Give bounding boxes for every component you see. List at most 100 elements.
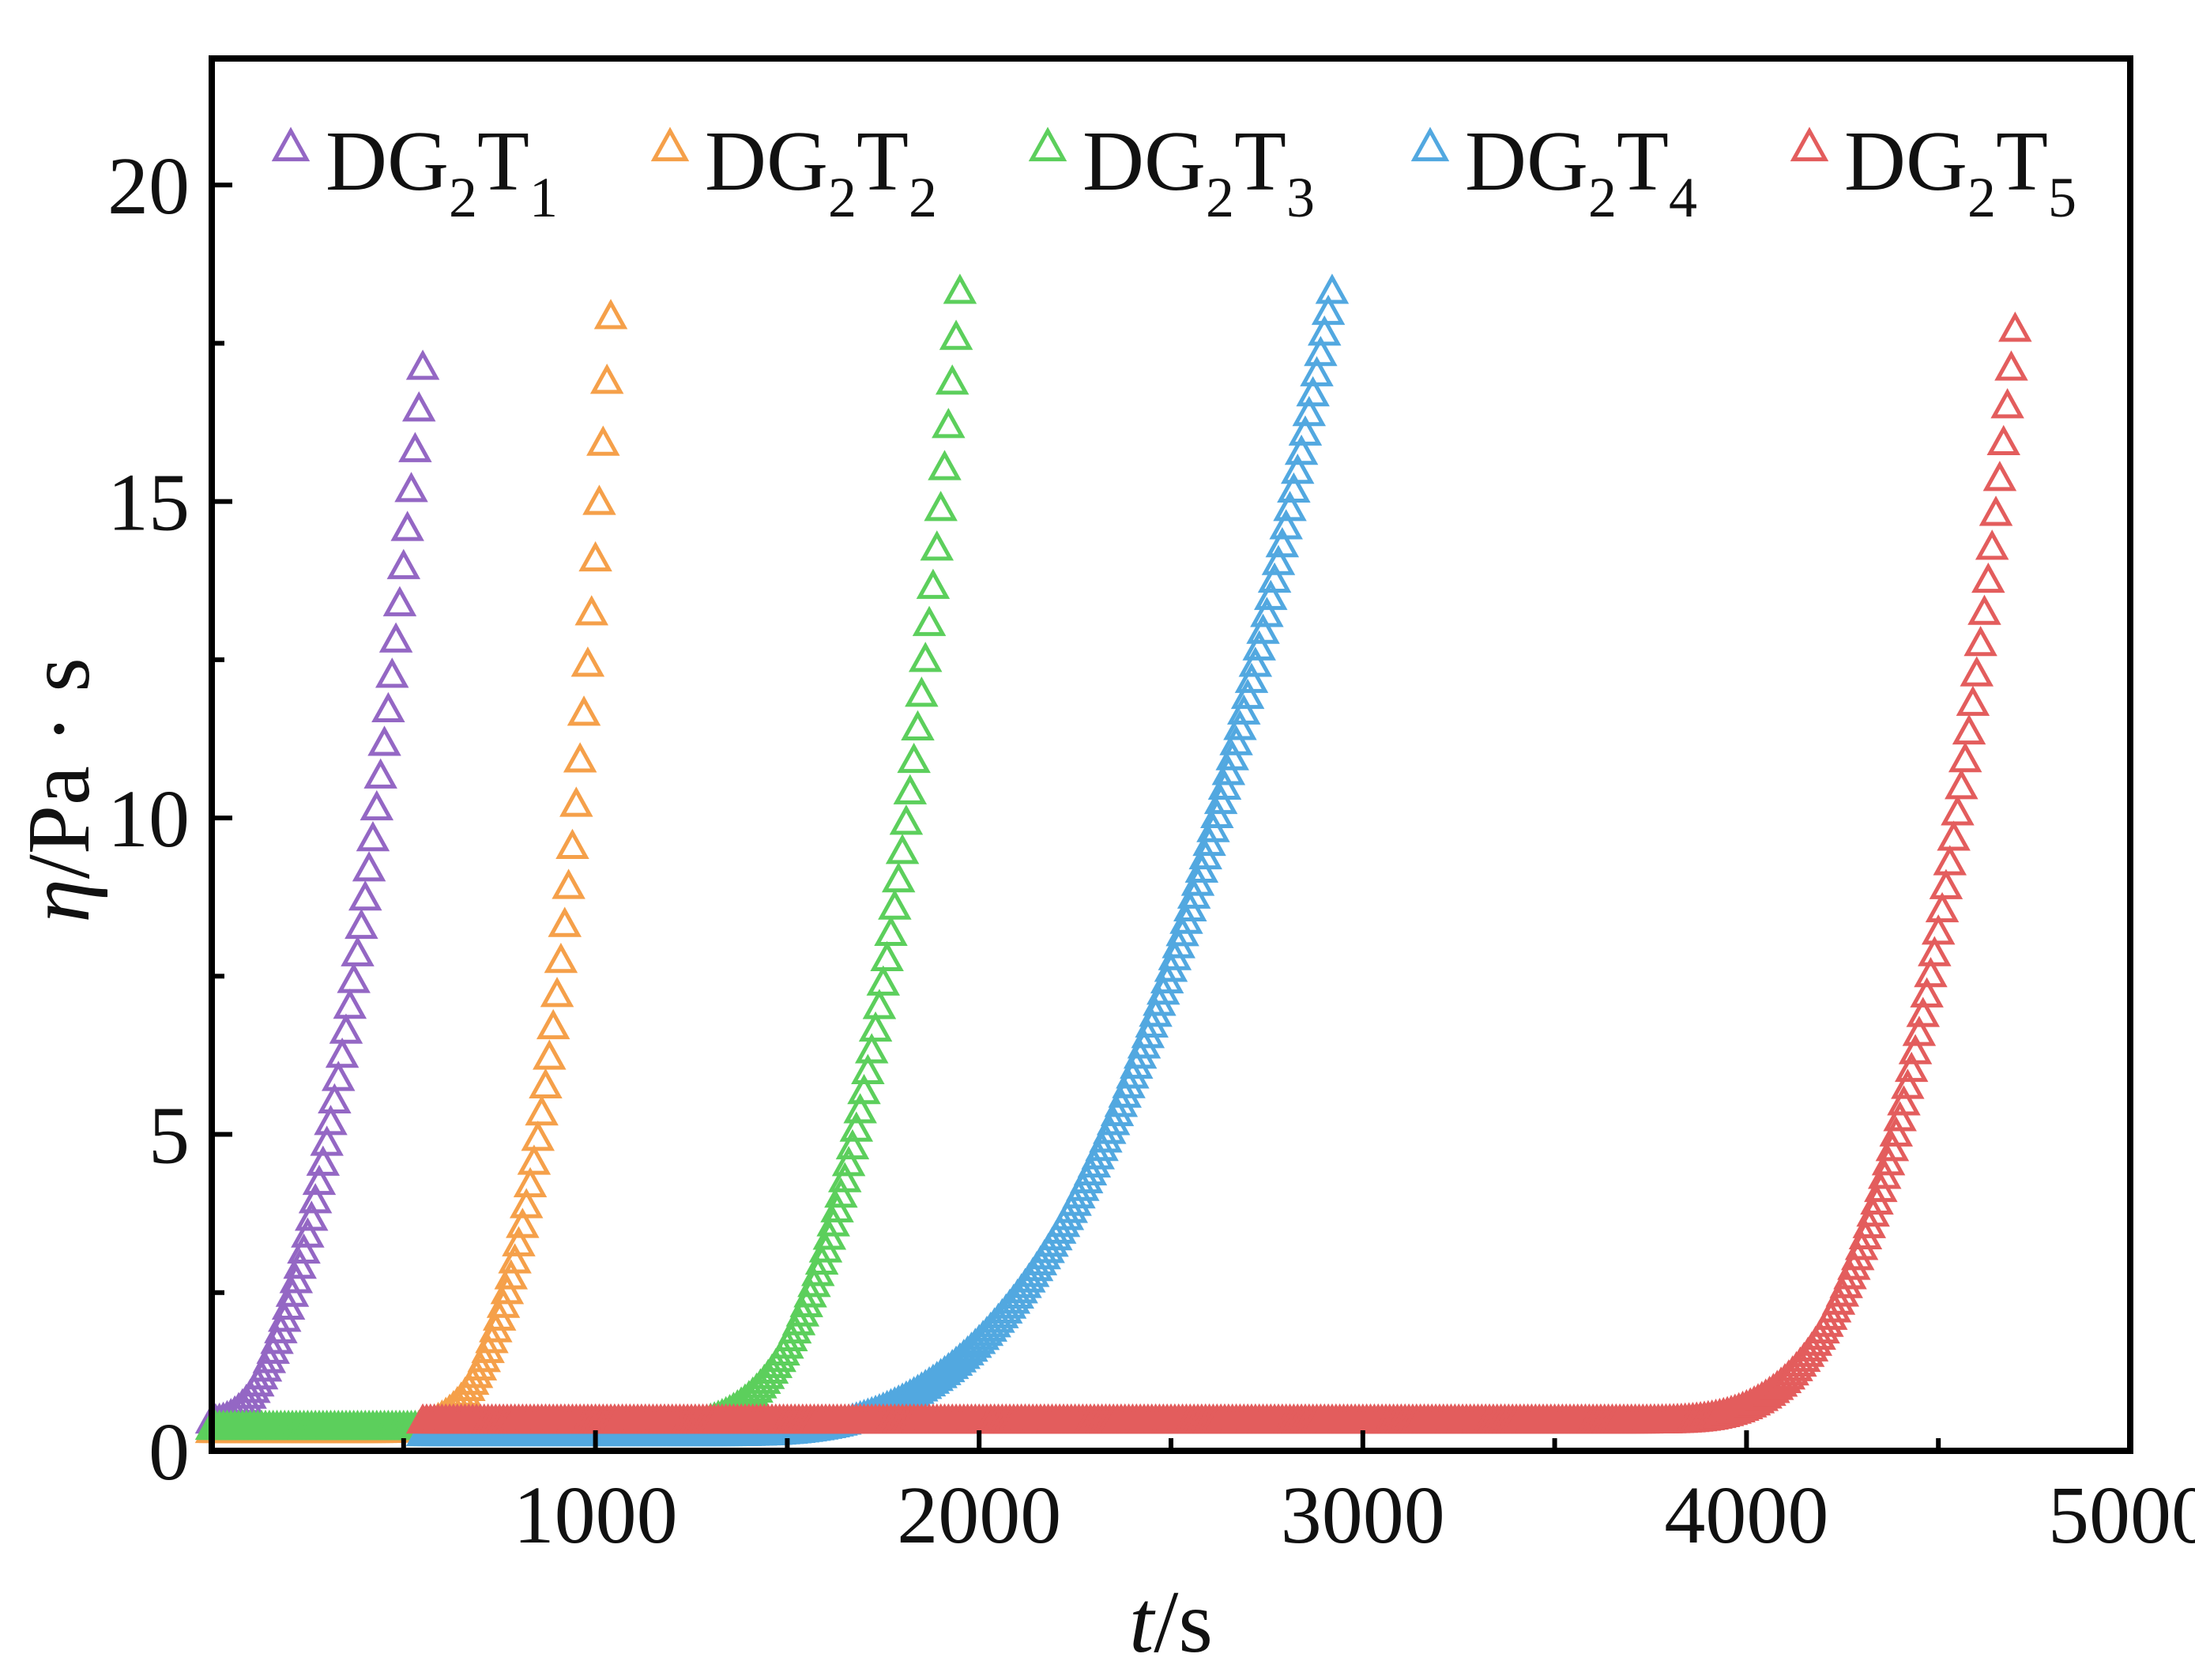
- data-point: [1918, 936, 1952, 966]
- data-point: [1211, 755, 1246, 785]
- data-point: [1284, 434, 1319, 465]
- series-DG2T5: [405, 311, 2032, 1434]
- data-point: [329, 1013, 363, 1044]
- data-point: [1311, 294, 1346, 326]
- data-point: [494, 1259, 529, 1290]
- x-tick-label: 5000: [2048, 1470, 2195, 1561]
- data-point: [1238, 646, 1273, 677]
- data-point: [1894, 1051, 1929, 1083]
- data-point: [548, 906, 582, 937]
- data-point: [371, 691, 405, 723]
- data-point: [1234, 662, 1269, 693]
- data-point: [1875, 1131, 1910, 1162]
- data-point: [1998, 311, 2032, 342]
- data-point: [321, 1060, 356, 1091]
- data-point: [851, 1053, 885, 1084]
- data-point: [935, 364, 969, 395]
- data-point: [1921, 914, 1956, 945]
- data-point: [870, 940, 904, 972]
- data-point: [552, 868, 585, 899]
- data-point: [490, 1274, 525, 1305]
- data-point: [1898, 1034, 1933, 1064]
- data-point: [1902, 1015, 1937, 1046]
- legend-label: DG2T3: [1082, 115, 1315, 229]
- data-point: [1986, 424, 2021, 456]
- data-point: [382, 586, 417, 616]
- data-point: [390, 510, 424, 541]
- data-point: [1265, 527, 1300, 558]
- data-point: [574, 595, 608, 626]
- data-point: [363, 758, 397, 789]
- data-point: [1994, 350, 2028, 381]
- data-point: [912, 605, 947, 636]
- data-point: [344, 908, 378, 940]
- y-axis-title-italic: η: [10, 879, 108, 923]
- legend: DG2T1 DG2T2 DG2T3 DG2T4 DG2T5: [271, 115, 2076, 229]
- data-point: [1956, 685, 1990, 716]
- data-point: [1300, 356, 1334, 386]
- data-point: [1910, 977, 1944, 1008]
- data-point: [333, 988, 367, 1019]
- data-point: [1929, 868, 1963, 899]
- data-point: [360, 789, 394, 821]
- data-point: [540, 977, 574, 1008]
- legend-item: DG2T2: [650, 115, 937, 229]
- legend-label: DG2T4: [1465, 115, 1697, 229]
- data-point: [866, 965, 901, 996]
- data-point: [1296, 375, 1330, 407]
- data-point: [843, 1093, 877, 1124]
- data-point: [1914, 957, 1948, 988]
- data-point: [279, 1263, 314, 1294]
- data-point: [310, 1125, 344, 1156]
- data-point: [287, 1233, 321, 1264]
- data-point: [586, 425, 620, 456]
- data-point: [533, 1039, 567, 1070]
- x-tick-label: 4000: [1664, 1470, 1828, 1561]
- data-point: [544, 943, 578, 974]
- data-point: [874, 915, 908, 947]
- data-point: [1933, 845, 1967, 876]
- data-point: [1207, 769, 1242, 800]
- data-point: [1967, 594, 2001, 625]
- data-point: [820, 1192, 854, 1222]
- data-point: [386, 548, 421, 579]
- data-point: [1250, 597, 1284, 627]
- data-point: [352, 851, 386, 882]
- data-point: [1304, 336, 1338, 367]
- data-point: [509, 1188, 544, 1219]
- data-point: [1948, 742, 1982, 773]
- data-point: [1883, 1101, 1917, 1132]
- data-point: [824, 1177, 858, 1208]
- data-point: [291, 1217, 325, 1248]
- data-point: [318, 1083, 352, 1114]
- data-point: [506, 1207, 540, 1238]
- data-point: [1990, 388, 2024, 419]
- x-tick-label: 2000: [897, 1470, 1061, 1561]
- data-point: [939, 319, 973, 350]
- data-point: [517, 1144, 552, 1175]
- x-axis-title-italic: t: [1129, 1573, 1156, 1671]
- x-axis-title-unit: /s: [1154, 1573, 1213, 1671]
- data-point: [306, 1145, 341, 1176]
- data-point: [582, 484, 616, 515]
- y-tick-label: 5: [149, 1090, 190, 1181]
- legend-label: DG2T2: [705, 115, 937, 229]
- data-point: [1945, 769, 1979, 800]
- data-point: [555, 828, 589, 859]
- data-point: [858, 1011, 893, 1042]
- data-point: [375, 657, 409, 688]
- legend-marker: [1028, 126, 1067, 162]
- data-point: [1242, 630, 1276, 661]
- data-point: [578, 541, 612, 572]
- data-point: [1960, 656, 1994, 687]
- data-point: [1975, 529, 2009, 560]
- series-DG2T1: [194, 349, 440, 1434]
- data-point: [521, 1121, 555, 1151]
- data-point: [302, 1164, 337, 1196]
- data-point: [827, 1162, 862, 1192]
- y-axis-title: η/Pa · s: [10, 657, 108, 923]
- data-point: [283, 1248, 317, 1279]
- data-point: [1261, 544, 1296, 575]
- data-point: [502, 1226, 536, 1256]
- x-tick-label: 3000: [1281, 1470, 1445, 1561]
